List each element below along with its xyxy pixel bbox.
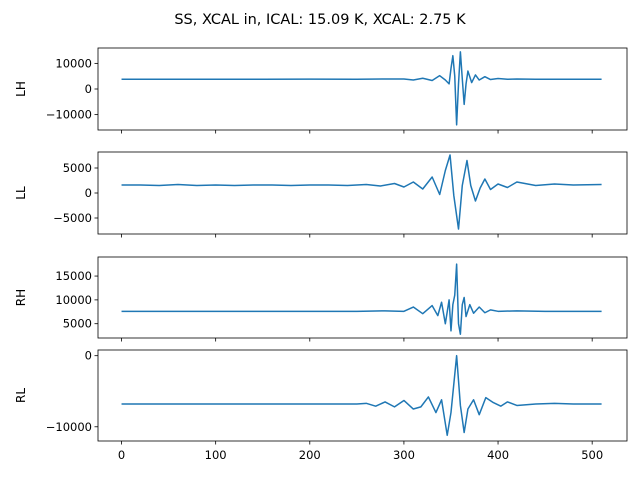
y-tick-label: −10000 [46,108,92,122]
subplot-lh: −10000 0 10000 LH [14,47,628,134]
x-tick-label: 0 [118,448,125,462]
x-tick-label: 100 [205,448,227,462]
y-axis-label: RH [14,289,28,306]
y-tick-label: 0 [85,186,92,200]
y-tick-label: 10000 [55,56,92,70]
y-tick-label: 0 [85,349,92,363]
series-line [121,354,602,437]
series-line [121,263,602,335]
y-axis-label: LH [14,81,28,97]
y-axis-label: LL [14,186,28,200]
y-tick-label: −5000 [53,211,92,225]
figure-title: SS, XCAL in, ICAL: 15.09 K, XCAL: 2.75 K [174,12,466,28]
y-tick-label: 15000 [55,269,92,283]
subplot-rh: 5000 10000 15000 RH [14,256,628,342]
axes-frame [97,151,628,235]
y-tick-label: 10000 [55,293,92,307]
subplot-ll: −5000 0 5000 LL [14,151,628,238]
y-tick-label: 0 [85,82,92,96]
axes-frame [97,349,628,442]
series-line [121,51,602,126]
y-tick-label: −10000 [46,420,92,434]
x-tick-label: 500 [581,448,603,462]
y-tick-label: 5000 [63,161,92,175]
axes-frame [97,47,628,131]
x-tick-label: 300 [393,448,415,462]
axes-frame [97,256,628,339]
x-tick-label: 200 [299,448,321,462]
y-tick-label: 5000 [63,317,92,331]
subplot-rl: −10000 0 0 100 200 300 400 500 RL [14,349,628,462]
x-tick-label: 400 [487,448,509,462]
y-axis-label: RL [14,388,28,403]
series-line [121,154,602,230]
subplots: −10000010000LH−500005000LL50001000015000… [14,47,628,462]
